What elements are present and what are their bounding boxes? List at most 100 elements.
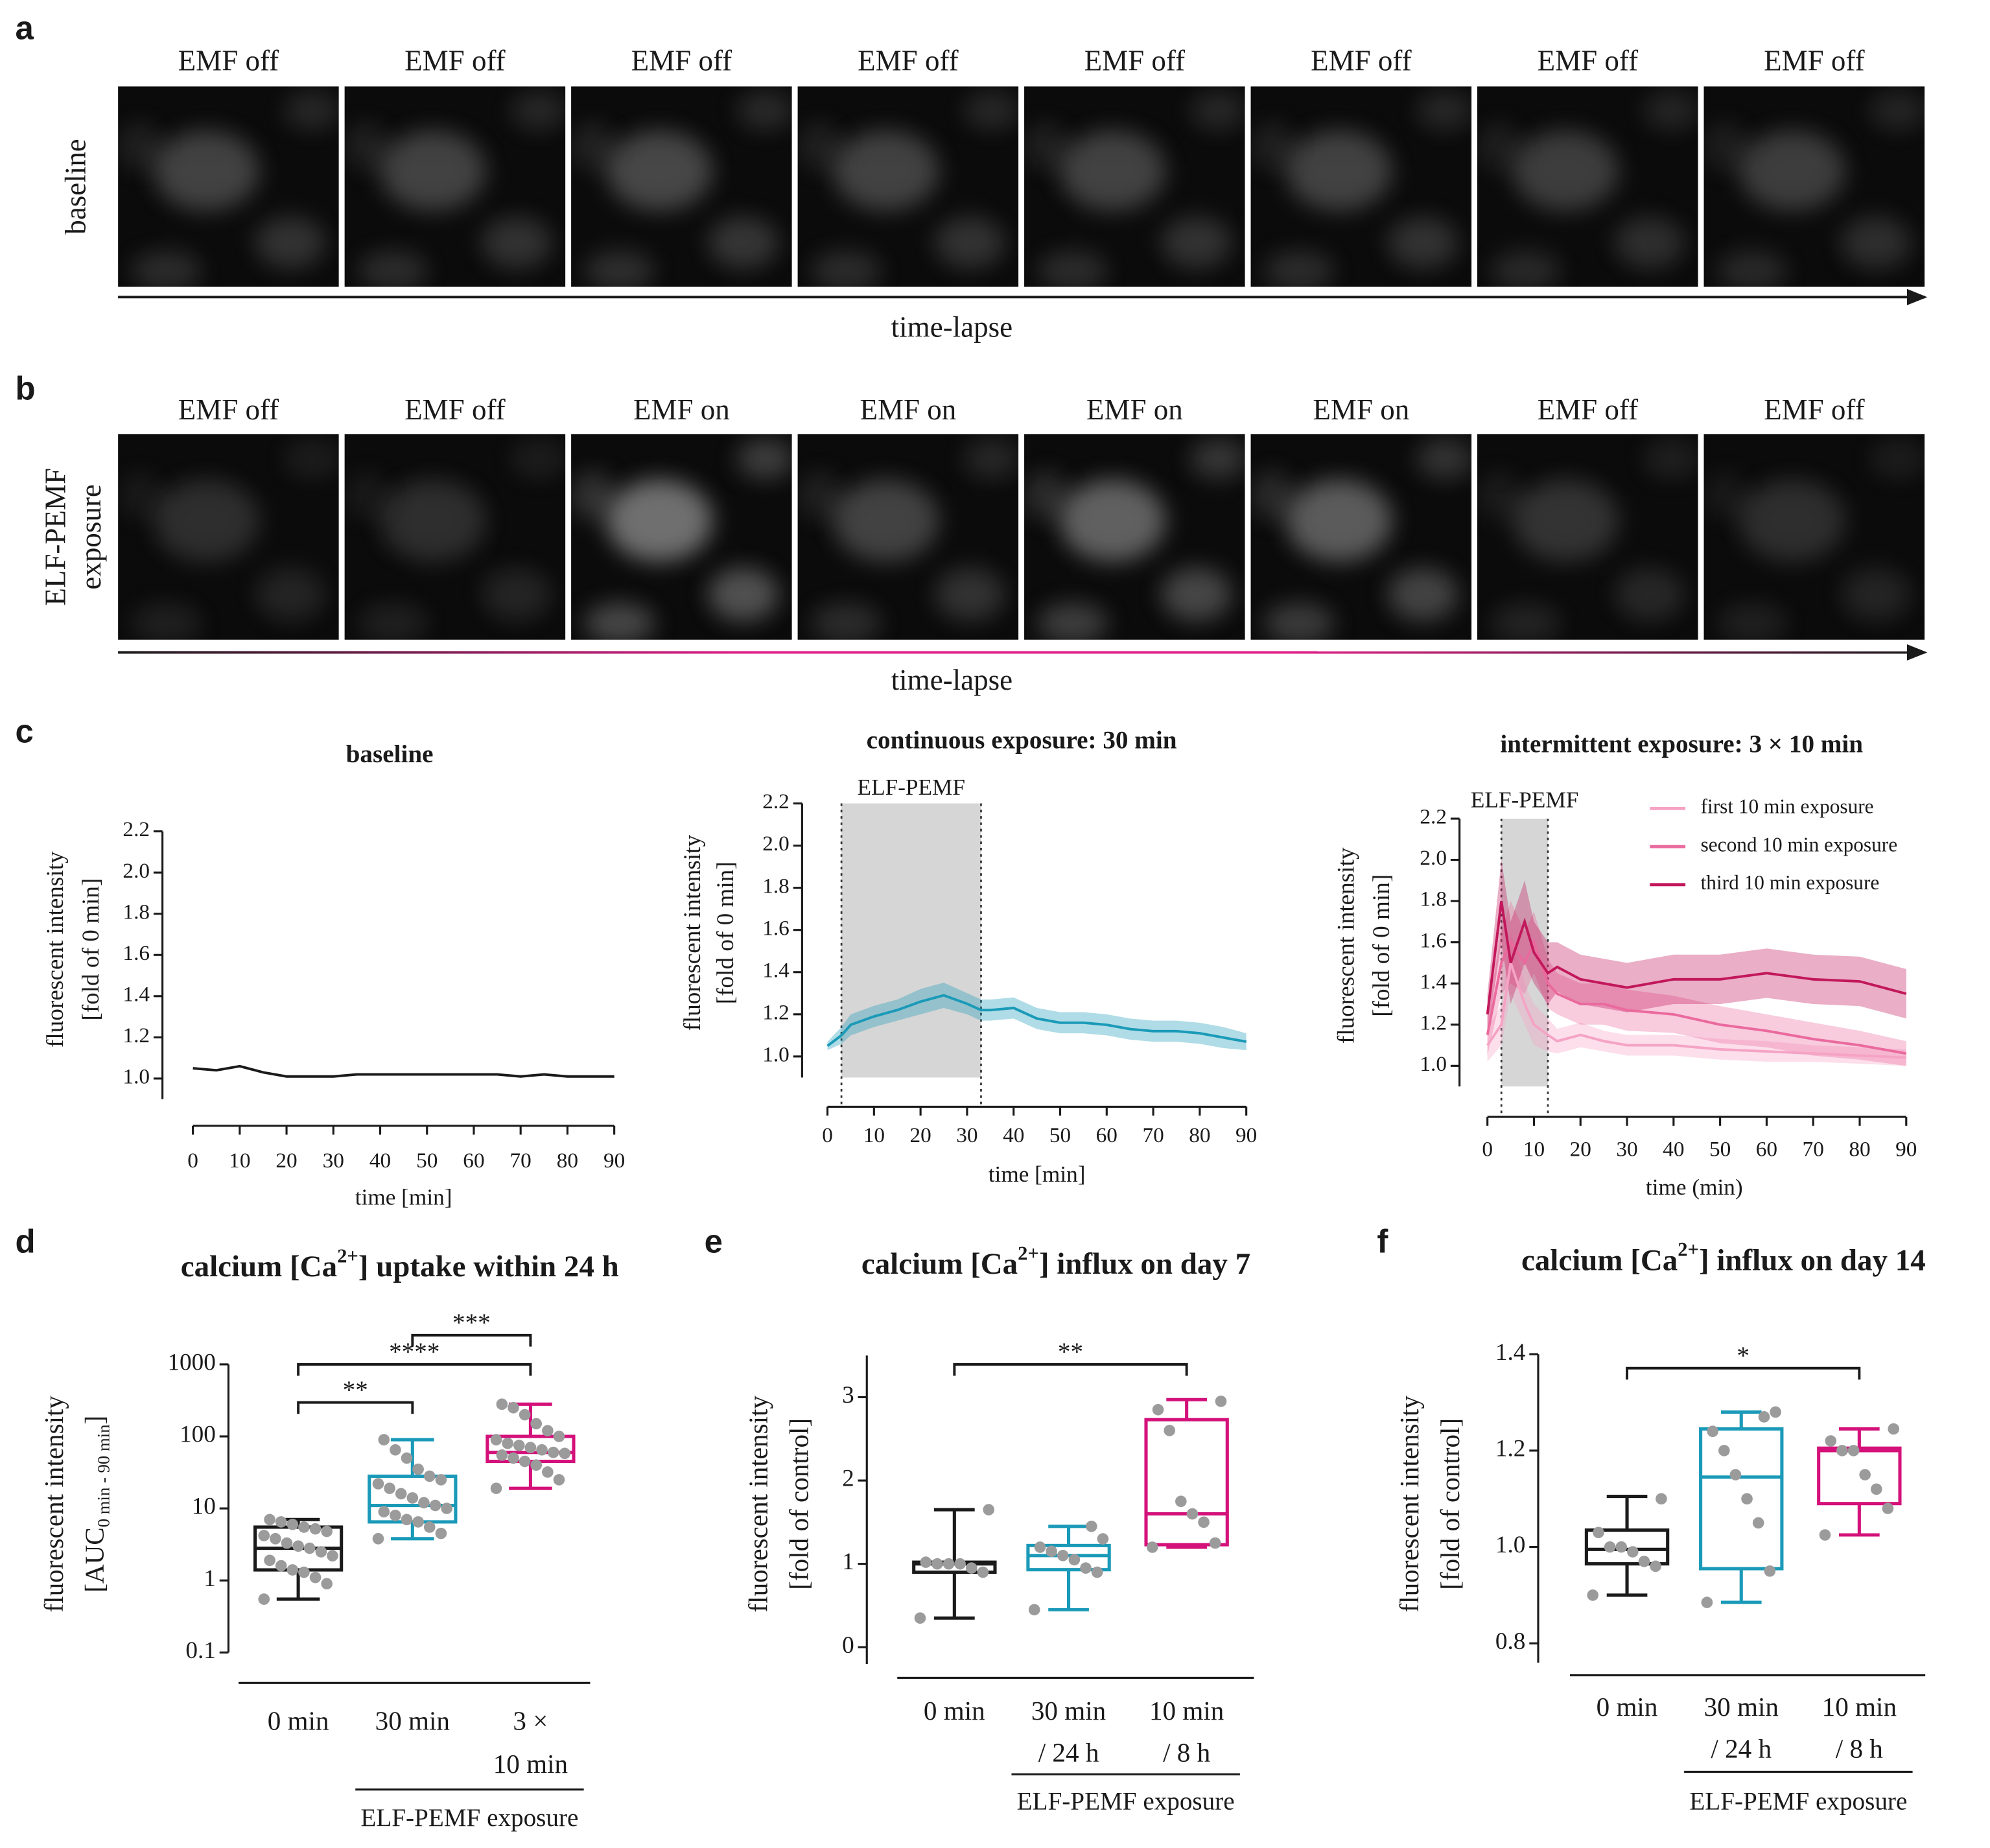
y-tick-label: 0.1: [185, 1637, 215, 1664]
data-point: [423, 1470, 436, 1482]
data-point: [1819, 1529, 1831, 1541]
micrograph: [1477, 86, 1698, 287]
cell: [571, 122, 616, 171]
frame-title: EMF off: [178, 44, 279, 76]
frame-title: EMF off: [1311, 44, 1412, 76]
y-tick-label: 2.2: [762, 789, 790, 813]
mean-line: [1486, 939, 1907, 1055]
text-part: [AUC: [80, 1527, 110, 1593]
data-point: [1034, 1541, 1046, 1553]
panel-label: f: [1377, 1222, 1388, 1259]
data-point: [315, 1546, 327, 1558]
x-tick-label: 80: [1849, 1138, 1870, 1162]
y-tick-label: 1.4: [1420, 970, 1447, 994]
panel-label: b: [15, 370, 35, 407]
data-point: [264, 1554, 275, 1567]
data-point: [287, 1564, 299, 1576]
data-point: [1215, 1396, 1227, 1407]
text-part: 0 min - 90 min: [94, 1424, 113, 1527]
frame-title: EMF off: [858, 44, 959, 76]
cell: [1614, 567, 1685, 622]
cell: [1286, 130, 1392, 211]
data-point: [519, 1455, 531, 1468]
micrograph: [118, 434, 339, 640]
cell: [1716, 250, 1788, 287]
data-point: [530, 1459, 543, 1471]
data-point: [1085, 1520, 1097, 1532]
cell: [1477, 122, 1522, 171]
data-point: [378, 1434, 390, 1445]
y-tick-label: 1.8: [762, 874, 790, 898]
x-tick-label: 30: [956, 1123, 977, 1147]
y-axis-label: [AUC0 min - 90 min]: [80, 1416, 113, 1593]
frame-title: EMF on: [1086, 393, 1183, 426]
text-part: 2+: [337, 1245, 358, 1267]
cell: [1286, 479, 1392, 562]
mean-line: [193, 1064, 615, 1078]
micrograph: [1250, 434, 1472, 640]
x-tick-label: 20: [910, 1123, 931, 1147]
mean-line: [826, 994, 1247, 1047]
significance-label: *: [1737, 1342, 1750, 1370]
cell: [811, 602, 882, 640]
micrograph: [118, 86, 339, 287]
cell: [1250, 122, 1295, 171]
data-point: [298, 1521, 310, 1533]
cell: [811, 250, 882, 287]
y-tick-label: 1.0: [123, 1065, 150, 1089]
y-tick-label: 1.4: [123, 982, 150, 1006]
cell: [1189, 438, 1245, 480]
y-tick-label: 1.2: [1495, 1435, 1525, 1462]
y-tick-label: 1.6: [1420, 928, 1447, 952]
data-point: [965, 1562, 977, 1574]
data-point: [1752, 1517, 1764, 1529]
data-point: [553, 1431, 565, 1442]
x-tick-label: 80: [1189, 1123, 1210, 1147]
mean-line: [1486, 962, 1906, 1059]
significance-label: ****: [389, 1338, 439, 1366]
cell: [1416, 438, 1472, 480]
y-tick-label: 1.2: [762, 1000, 790, 1024]
data-point: [1758, 1411, 1770, 1423]
data-point: [1186, 1508, 1199, 1520]
x-tick-label: 50: [1049, 1123, 1071, 1147]
data-point: [1627, 1546, 1639, 1558]
data-point: [321, 1525, 333, 1538]
data-point: [983, 1504, 995, 1515]
y-tick-label: 1.0: [1495, 1532, 1525, 1558]
significance-bracket: [411, 1333, 532, 1347]
frame-title: EMF on: [633, 393, 730, 426]
cell: [358, 602, 429, 640]
y-tick-label: 100: [180, 1421, 216, 1448]
text-part: fluorescent intensity: [679, 835, 706, 1031]
cell: [255, 567, 326, 622]
data-point: [390, 1510, 401, 1521]
frame-title: EMF off: [178, 393, 279, 426]
x-tick-label: 60: [1096, 1123, 1118, 1147]
x-tick-label: 0 min: [268, 1705, 329, 1735]
data-point: [390, 1444, 401, 1456]
cell: [1738, 479, 1845, 562]
micrograph: [797, 434, 1019, 640]
data-point: [372, 1532, 384, 1545]
y-tick-label: 2.0: [762, 832, 790, 856]
y-axis-label: [fold of control]: [784, 1418, 814, 1590]
y-tick-label: 2.0: [1420, 846, 1447, 870]
data-point: [1656, 1493, 1667, 1505]
x-tick-label: 10 min: [1149, 1696, 1224, 1725]
cell: [1490, 602, 1562, 640]
x-tick-label: 40: [369, 1149, 391, 1173]
cell: [736, 90, 792, 131]
data-point: [977, 1566, 989, 1578]
group-label: ELF-PEMF exposure: [1017, 1787, 1235, 1815]
cell: [833, 130, 939, 211]
data-point: [264, 1514, 275, 1526]
cell: [606, 130, 713, 211]
cell: [1161, 567, 1232, 622]
cell: [1263, 250, 1335, 287]
data-point: [401, 1514, 413, 1526]
cell: [380, 479, 486, 562]
chart-title: continuous exposure: 30 min: [867, 727, 1177, 754]
sd-band: [1487, 901, 1906, 1066]
